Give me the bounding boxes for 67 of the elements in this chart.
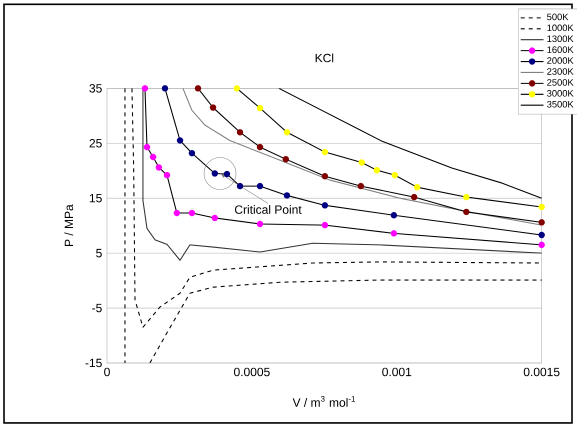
point bbox=[144, 144, 150, 150]
y-tick-label: -15 bbox=[86, 358, 102, 368]
point bbox=[256, 220, 264, 228]
y-tick-label: 25 bbox=[90, 139, 102, 148]
chart-title: KCl bbox=[316, 53, 334, 62]
y-tick-label: 35 bbox=[89, 84, 102, 93]
legend-label: 2300K bbox=[547, 68, 574, 75]
point bbox=[212, 170, 218, 177]
x-tick-label: 0.001 bbox=[382, 368, 412, 376]
point bbox=[390, 230, 398, 237]
point bbox=[150, 154, 156, 160]
point bbox=[234, 85, 240, 92]
point bbox=[174, 210, 180, 216]
point bbox=[390, 212, 398, 218]
point bbox=[256, 182, 264, 190]
point bbox=[410, 194, 418, 200]
point bbox=[374, 166, 380, 174]
point bbox=[156, 164, 162, 171]
point bbox=[194, 85, 202, 92]
point bbox=[142, 85, 148, 92]
point bbox=[322, 202, 328, 209]
point bbox=[538, 219, 545, 226]
point bbox=[358, 182, 364, 190]
point bbox=[282, 156, 289, 162]
legend-label: 1300K bbox=[547, 35, 574, 42]
point bbox=[322, 222, 328, 228]
point bbox=[284, 129, 290, 136]
point bbox=[538, 204, 545, 210]
point bbox=[538, 232, 545, 238]
point bbox=[322, 173, 328, 180]
point bbox=[210, 104, 216, 111]
point bbox=[392, 172, 398, 178]
point bbox=[322, 148, 328, 156]
x-tick-label: 0.0015 bbox=[524, 368, 560, 376]
point bbox=[463, 208, 470, 216]
legend-label: 2500K bbox=[547, 79, 574, 86]
point bbox=[358, 159, 365, 166]
point bbox=[236, 129, 244, 136]
point bbox=[236, 182, 244, 190]
point bbox=[224, 170, 230, 178]
x-tick-label: 0.0005 bbox=[234, 368, 270, 376]
point bbox=[463, 194, 470, 200]
point bbox=[164, 172, 170, 178]
point bbox=[188, 150, 196, 156]
y-tick-label: 15 bbox=[90, 194, 102, 202]
point bbox=[256, 104, 264, 112]
y-axis-title: P / MPa bbox=[64, 204, 74, 246]
point bbox=[284, 192, 290, 199]
legend-label: 1600K bbox=[547, 46, 574, 53]
point bbox=[414, 184, 420, 190]
line-series bbox=[278, 88, 542, 199]
y-tick-label: 5 bbox=[96, 248, 102, 258]
legend-label: 3500K bbox=[547, 100, 574, 108]
point bbox=[256, 144, 264, 150]
annotation: Critical Point bbox=[234, 205, 302, 214]
legend-label: 2000K bbox=[547, 57, 574, 64]
y-tick-label: -5 bbox=[92, 304, 102, 312]
point bbox=[212, 214, 218, 222]
point bbox=[162, 85, 168, 92]
legend-label: 3000K bbox=[547, 90, 574, 97]
legend-label: 1000K bbox=[547, 24, 574, 32]
point bbox=[176, 137, 184, 144]
x-tick-label: 0 bbox=[104, 368, 110, 376]
point bbox=[188, 210, 196, 216]
x-axis-title: V / m$^{3}$ mol$^{-1}$ bbox=[292, 396, 356, 407]
legend-label: 500K bbox=[547, 14, 568, 20]
point bbox=[538, 242, 545, 248]
